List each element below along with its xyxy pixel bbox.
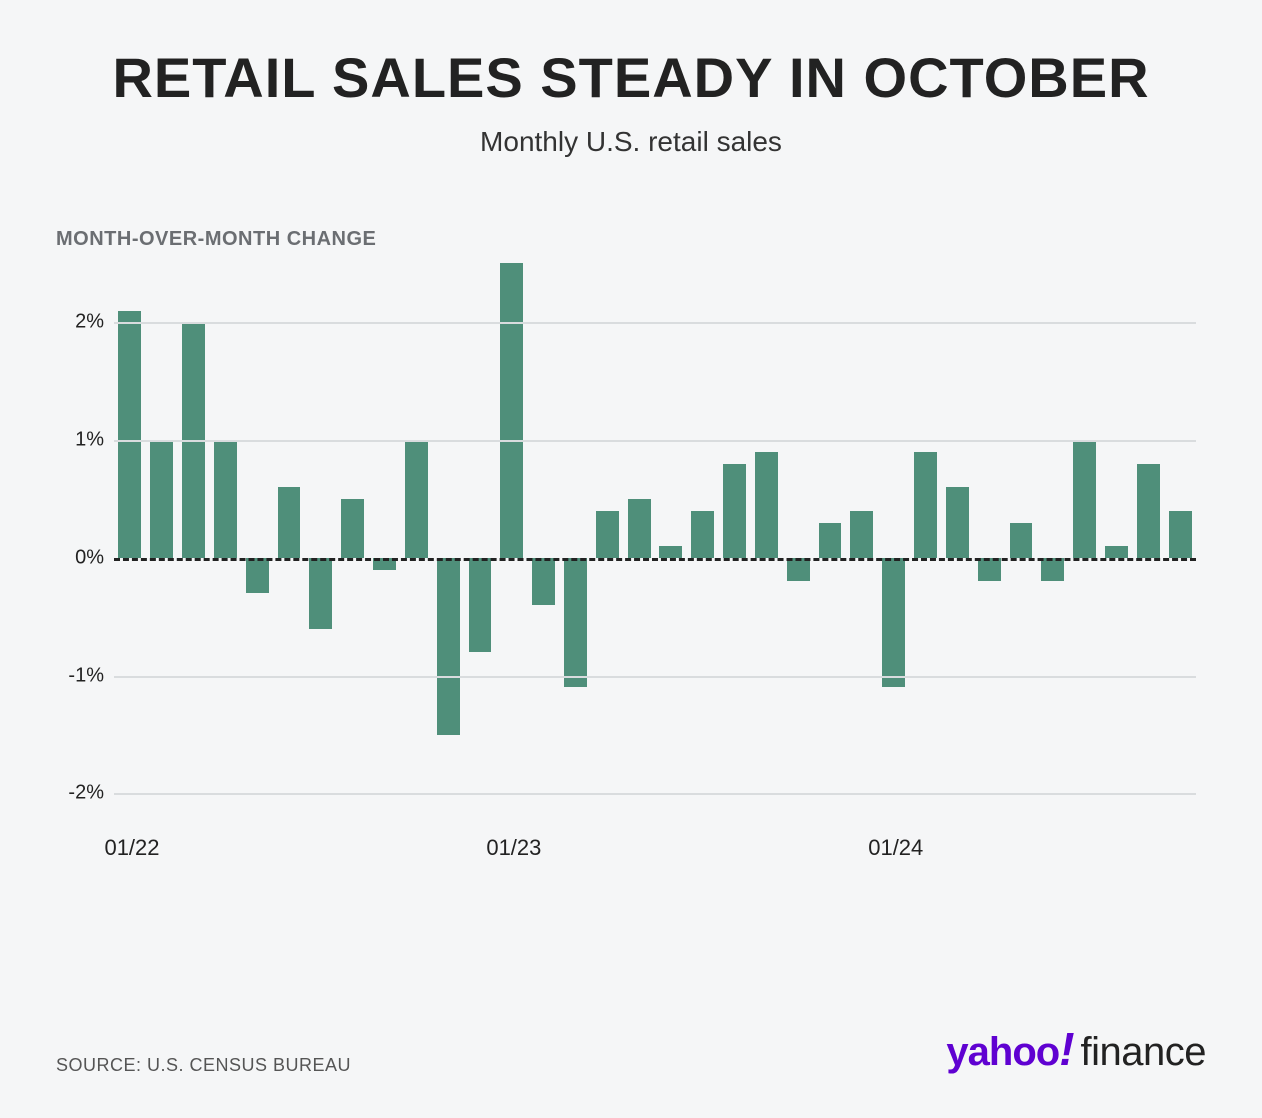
x-tick-label: 01/23: [486, 835, 541, 861]
bar: [755, 452, 778, 558]
logo-sub-text: finance: [1081, 1030, 1206, 1075]
bar: [1169, 511, 1192, 558]
y-tick-label: -2%: [68, 782, 104, 805]
bar: [691, 511, 714, 558]
bar: [437, 558, 460, 735]
chart-card: RETAIL SALES STEADY IN OCTOBER Monthly U…: [0, 0, 1262, 1118]
y-axis-labels: -2% -1% 0% 1% 2%: [56, 263, 114, 823]
bar: [246, 558, 269, 593]
grid-line: [114, 322, 1196, 324]
bar: [1105, 546, 1128, 558]
grid-line: [114, 676, 1196, 678]
grid-line: [114, 440, 1196, 442]
bar: [850, 511, 873, 558]
y-tick-label: 0%: [75, 546, 104, 569]
bar: [819, 523, 842, 558]
bar: [596, 511, 619, 558]
y-tick-label: -1%: [68, 664, 104, 687]
brand-logo: yahoo ! finance: [946, 1022, 1206, 1076]
bar: [1073, 440, 1096, 558]
bar: [914, 452, 937, 558]
bar: [787, 558, 810, 582]
y-tick-label: 1%: [75, 429, 104, 452]
x-tick-label: 01/22: [104, 835, 159, 861]
x-axis-labels: 01/2201/2301/24: [114, 835, 1196, 865]
y-tick-label: 2%: [75, 311, 104, 334]
x-tick-label: 01/24: [868, 835, 923, 861]
bar: [946, 487, 969, 558]
plot-area: [114, 263, 1196, 793]
source-text: SOURCE: U.S. CENSUS BUREAU: [56, 1055, 351, 1076]
bar: [500, 263, 523, 557]
bars-layer: [114, 263, 1196, 793]
bar: [532, 558, 555, 605]
bar: [150, 440, 173, 558]
chart-subtitle: Monthly U.S. retail sales: [56, 126, 1206, 158]
bar: [278, 487, 301, 558]
bar: [1010, 523, 1033, 558]
bar: [1041, 558, 1064, 582]
y-axis-title: MONTH-OVER-MONTH CHANGE: [56, 228, 1206, 251]
bar: [628, 499, 651, 558]
zero-line: [114, 558, 1196, 561]
chart-title: RETAIL SALES STEADY IN OCTOBER: [56, 48, 1206, 108]
bar: [309, 558, 332, 629]
logo-bang-icon: !: [1059, 1022, 1074, 1076]
chart-area: -2%-1%0%1%2% 01/2201/2301/24: [56, 263, 1196, 823]
bar: [1137, 464, 1160, 558]
bar: [469, 558, 492, 652]
bar: [564, 558, 587, 688]
bar: [659, 546, 682, 558]
bar: [723, 464, 746, 558]
bar: [214, 440, 237, 558]
bar: [978, 558, 1001, 582]
bar: [341, 499, 364, 558]
footer: SOURCE: U.S. CENSUS BUREAU yahoo ! finan…: [56, 1022, 1206, 1076]
bar: [405, 440, 428, 558]
bar: [118, 311, 141, 558]
grid-line: [114, 793, 1196, 795]
logo-brand-text: yahoo: [946, 1030, 1059, 1075]
bar: [882, 558, 905, 688]
